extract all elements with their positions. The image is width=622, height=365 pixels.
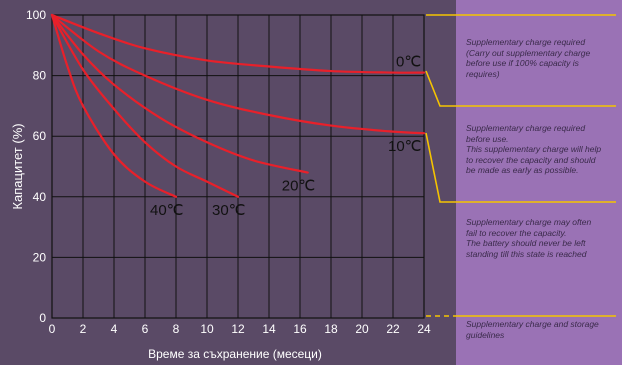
x-tick-label-1: 2 (80, 322, 87, 336)
series-label-4: 40℃ (150, 202, 184, 219)
series-label-2: 20℃ (282, 178, 316, 195)
y-tick-label-4: 80 (33, 69, 47, 83)
x-tick-label-4: 8 (173, 322, 180, 336)
series-line-1 (50, 13, 426, 135)
y-axis-label: Капацитет (%) (10, 123, 25, 209)
x-tick-label-3: 6 (142, 322, 149, 336)
y-tick-label-2: 40 (33, 190, 47, 204)
series-label-0: 0℃ (396, 54, 421, 71)
y-tick-label-5: 100 (26, 8, 46, 22)
notes-panel (456, 0, 622, 365)
x-tick-label-12: 24 (417, 322, 431, 336)
guide-line-2 (425, 132, 616, 203)
x-tick-label-11: 22 (386, 322, 400, 336)
x-tick-label-9: 18 (324, 322, 338, 336)
x-tick-label-6: 12 (231, 322, 245, 336)
y-tick-label-1: 20 (33, 250, 47, 264)
x-tick-label-5: 10 (200, 322, 214, 336)
x-tick-label-2: 4 (111, 322, 118, 336)
note-0: Supplementary charge required (Carry out… (466, 37, 591, 79)
x-tick-label-7: 14 (262, 322, 276, 336)
guide-lines (425, 14, 616, 317)
note-3: Supplementary charge and storage guideli… (466, 319, 599, 340)
y-tick-label-3: 60 (33, 129, 47, 143)
note-1: Supplementary charge required before use… (466, 123, 602, 175)
series-line-0 (50, 13, 426, 74)
note-2: Supplementary charge may often fail to r… (466, 217, 592, 259)
x-tick-label-0: 0 (49, 322, 56, 336)
series-label-3: 30℃ (212, 202, 246, 219)
guide-line-1 (425, 70, 616, 107)
series-label-1: 10℃ (388, 138, 422, 155)
series-line-4 (50, 13, 178, 198)
plot-frame (51, 14, 425, 319)
x-tick-label-10: 20 (355, 322, 369, 336)
y-tick-label-0: 0 (39, 311, 46, 325)
x-axis-label: Време за съхранение (месеци) (148, 347, 322, 361)
x-tick-label-8: 16 (293, 322, 307, 336)
